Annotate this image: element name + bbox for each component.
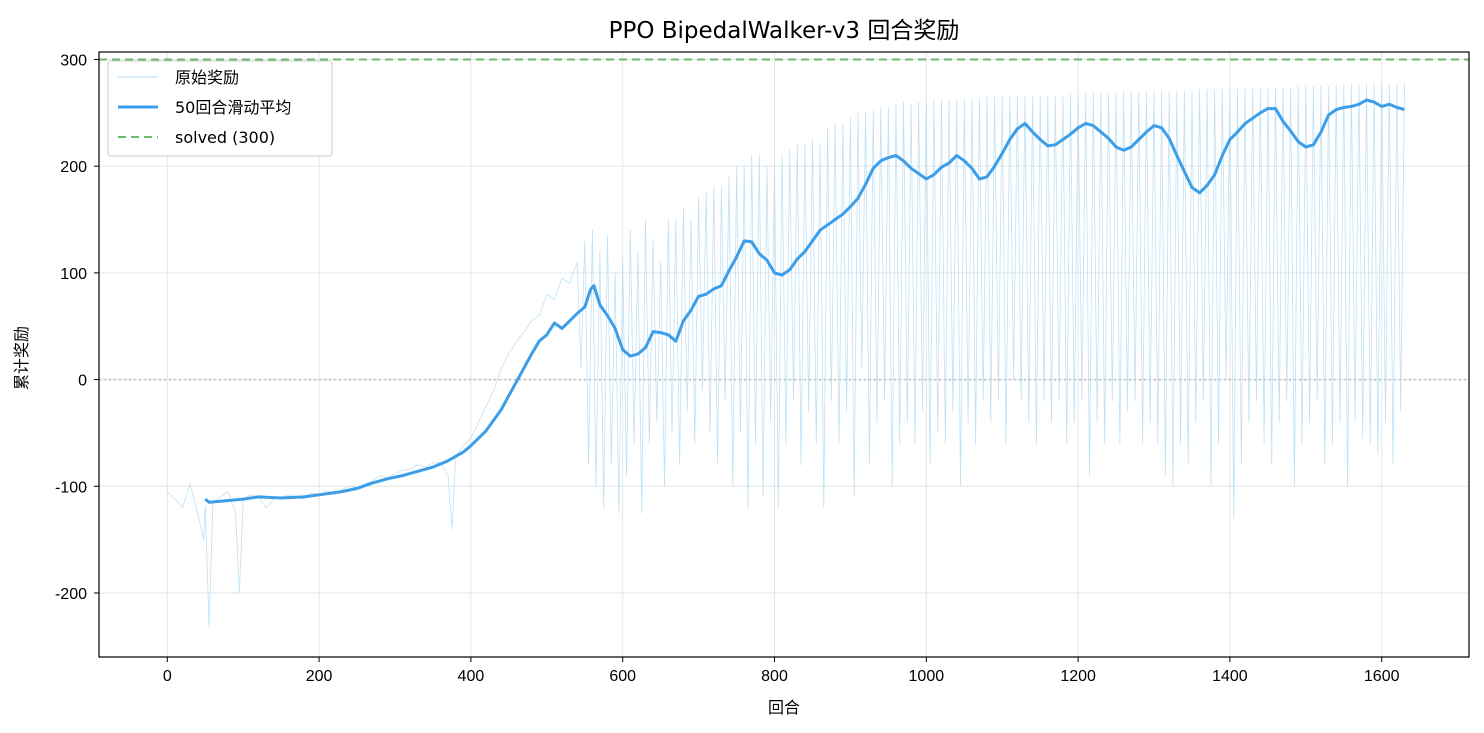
x-tick-label: 400	[458, 668, 485, 685]
y-tick-label: -200	[55, 586, 87, 603]
x-axis: 0 200 400 600 800 1000 1200 1400 1600	[163, 657, 1400, 685]
y-axis-label: 累计奖励	[12, 326, 31, 390]
series-line-moving-average	[204, 98, 1405, 504]
y-tick-label: 0	[78, 373, 87, 390]
plot-area	[99, 58, 1469, 628]
legend: 原始奖励 50回合滑动平均 solved (300)	[107, 60, 333, 157]
x-tick-label: 0	[163, 668, 172, 685]
x-axis-label: 回合	[768, 698, 800, 717]
legend-label-avg: 50回合滑动平均	[175, 98, 291, 117]
x-tick-label: 200	[306, 668, 333, 685]
y-axis: -200 -100 0 100 200 300	[55, 52, 99, 603]
x-tick-label: 1600	[1364, 668, 1400, 685]
plot-frame	[98, 51, 1470, 658]
x-tick-label: 600	[609, 668, 636, 685]
legend-label-solved: solved (300)	[175, 128, 275, 147]
chart-title: PPO BipedalWalker-v3 回合奖励	[609, 18, 960, 44]
series-line-raw-reward	[167, 82, 1405, 628]
y-tick-label: 200	[60, 159, 87, 176]
y-tick-label: 300	[60, 52, 87, 69]
y-tick-label: 100	[60, 266, 87, 283]
x-tick-label: 800	[761, 668, 788, 685]
x-tick-label: 1200	[1060, 668, 1096, 685]
legend-box	[107, 60, 333, 157]
x-tick-label: 1400	[1212, 668, 1248, 685]
legend-label-raw: 原始奖励	[175, 68, 239, 87]
x-tick-label: 1000	[909, 668, 945, 685]
y-tick-label: -100	[55, 479, 87, 496]
